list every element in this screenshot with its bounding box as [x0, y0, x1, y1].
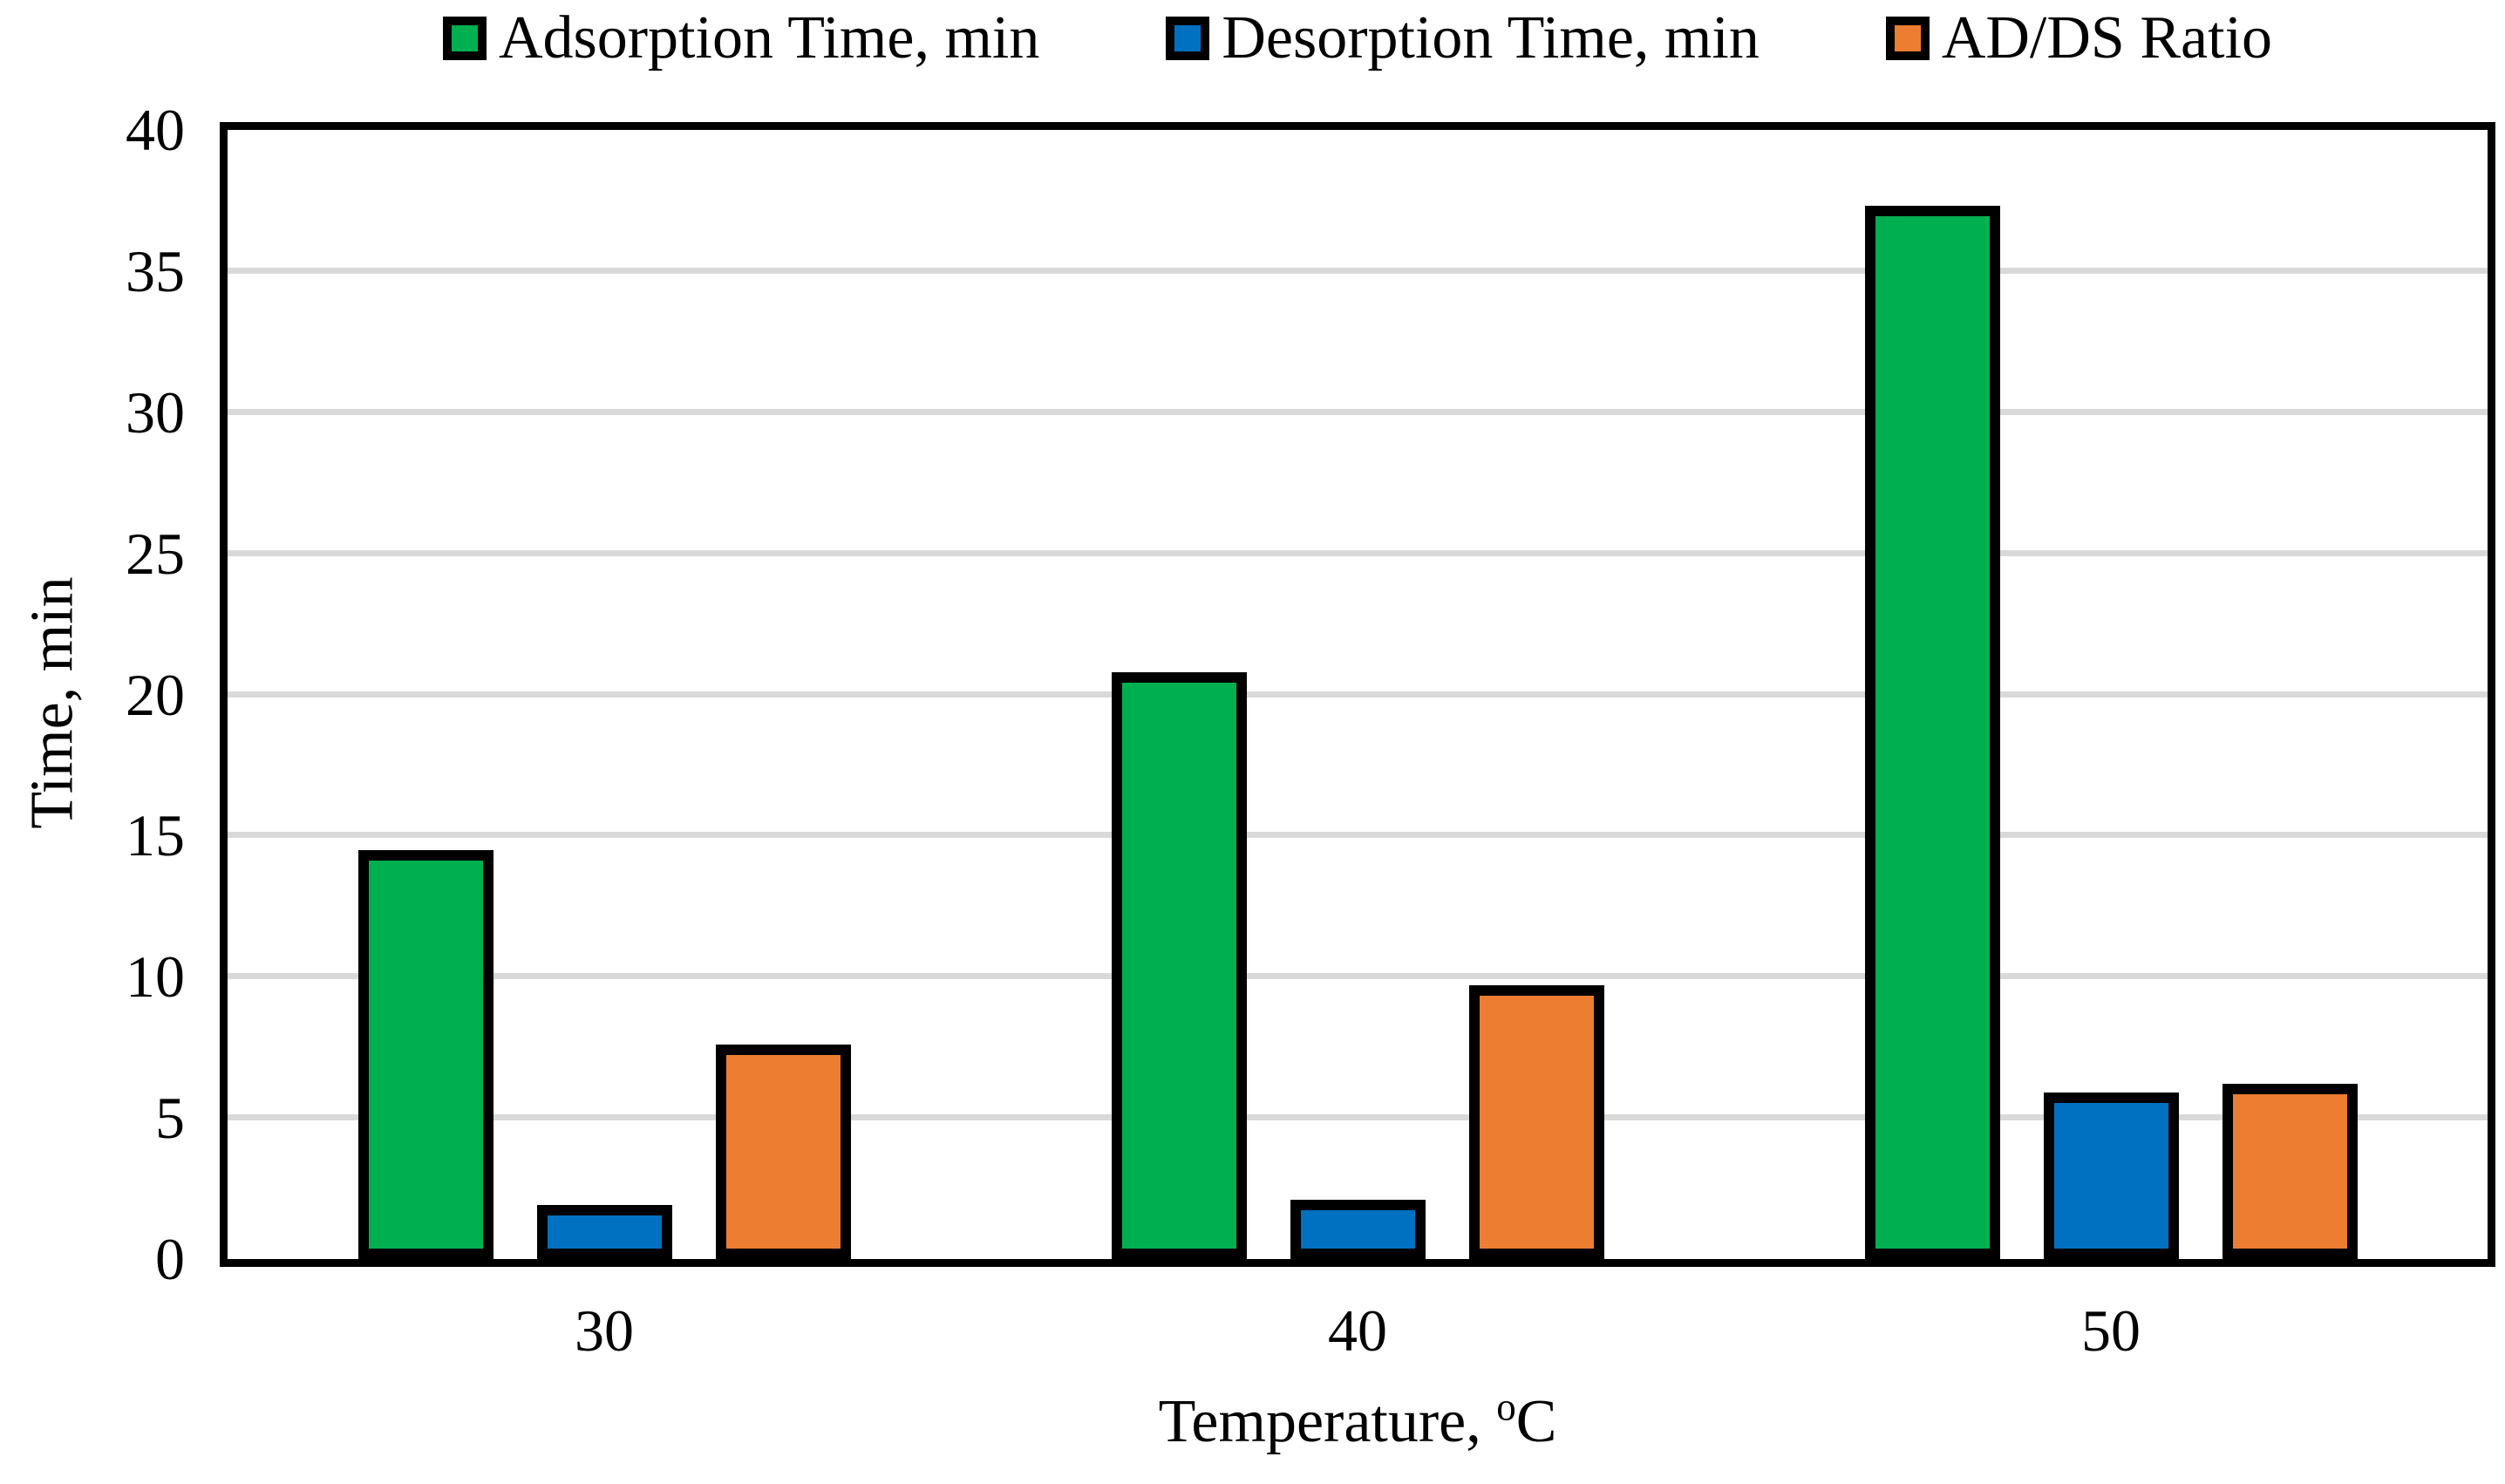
x-axis-title-text: Temperature, — [1158, 1388, 1497, 1455]
legend-label: AD/DS Ratio — [1941, 4, 2273, 71]
bar-desorption-time-50 — [2044, 1093, 2179, 1259]
legend-item-3: AD/DS Ratio — [1885, 4, 2273, 71]
y-tick-label-10: 10 — [126, 943, 185, 1011]
bar-desorption-time-30 — [537, 1205, 672, 1259]
legend-item-2: Desorption Time, min — [1166, 4, 1760, 71]
y-tick-label-0: 0 — [155, 1226, 185, 1292]
x-tick-label-30: 30 — [575, 1297, 634, 1364]
legend-label: Desorption Time, min — [1222, 4, 1760, 71]
legend-swatch-icon — [1166, 17, 1210, 60]
legend-item-1: Adsorption Time, min — [442, 4, 1040, 71]
bar-desorption-time-40 — [1290, 1200, 1426, 1259]
legend: Adsorption Time, min Desorption Time, min… — [220, 0, 2495, 77]
gridline-y-30 — [228, 408, 2488, 415]
gridline-y-5 — [228, 1114, 2488, 1121]
gridline-y-35 — [228, 267, 2488, 274]
y-tick-label-35: 35 — [126, 237, 185, 304]
gridline-y-25 — [228, 549, 2488, 556]
x-tick-label-50: 50 — [2081, 1297, 2141, 1364]
x-axis-title-unit: C — [1515, 1388, 1557, 1455]
bar-ad-ds-ratio-30 — [716, 1045, 851, 1259]
gridline-y-10 — [228, 973, 2488, 980]
gridline-y-15 — [228, 832, 2488, 839]
legend-label: Adsorption Time, min — [498, 4, 1040, 71]
x-axis-title: Temperature, oC — [220, 1385, 2495, 1455]
bar-adsorption-time-40 — [1112, 672, 1247, 1259]
plot-area — [220, 122, 2495, 1267]
y-tick-label-15: 15 — [126, 802, 185, 869]
bar-adsorption-time-50 — [1865, 206, 2000, 1259]
legend-swatch-icon — [1885, 17, 1930, 60]
bar-ad-ds-ratio-40 — [1469, 985, 1604, 1259]
y-tick-label-40: 40 — [126, 97, 185, 163]
legend-swatch-icon — [442, 17, 487, 60]
bar-adsorption-time-30 — [358, 850, 494, 1259]
x-axis-title-degree-symbol: o — [1496, 1385, 1516, 1429]
gridline-y-20 — [228, 691, 2488, 698]
y-tick-label-5: 5 — [155, 1085, 185, 1152]
y-tick-label-20: 20 — [126, 661, 185, 728]
y-tick-label-30: 30 — [126, 378, 185, 446]
x-tick-label-40: 40 — [1328, 1297, 1387, 1364]
bar-ad-ds-ratio-50 — [2223, 1084, 2358, 1259]
y-tick-label-25: 25 — [126, 520, 185, 587]
